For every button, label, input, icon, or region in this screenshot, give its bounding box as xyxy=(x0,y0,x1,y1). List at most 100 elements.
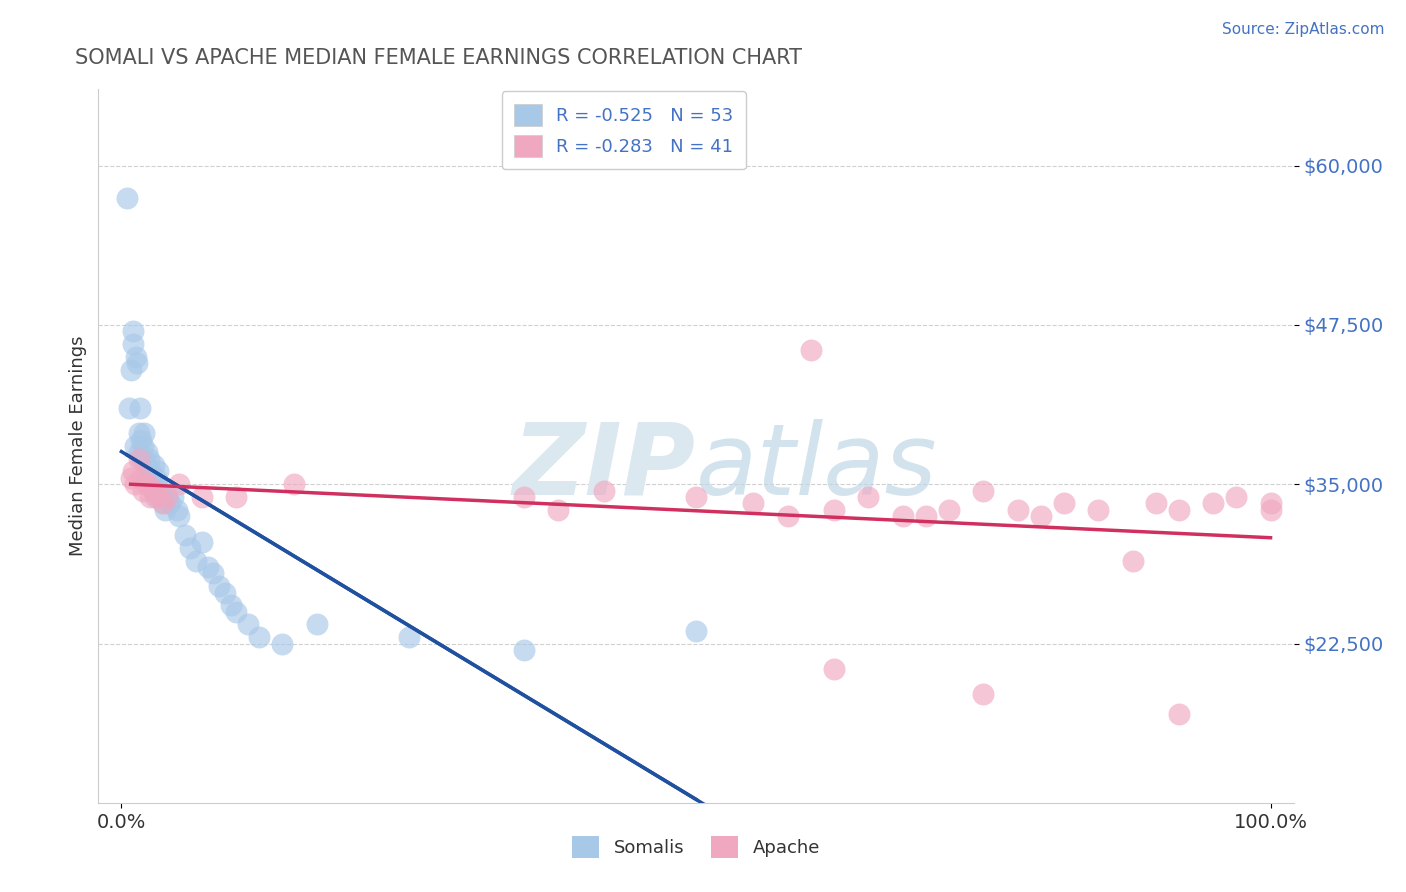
Point xyxy=(124,439,146,453)
Point xyxy=(136,477,159,491)
Point xyxy=(153,502,176,516)
Point xyxy=(128,426,150,441)
Point xyxy=(800,343,823,358)
Point xyxy=(120,471,142,485)
Point xyxy=(398,630,420,644)
Point xyxy=(236,617,259,632)
Point xyxy=(149,483,172,498)
Point xyxy=(127,356,149,370)
Point xyxy=(547,502,569,516)
Point xyxy=(197,560,219,574)
Point xyxy=(115,190,138,204)
Point xyxy=(129,471,152,485)
Point xyxy=(141,471,163,485)
Point xyxy=(124,477,146,491)
Point xyxy=(135,477,157,491)
Point xyxy=(858,490,880,504)
Point xyxy=(118,401,141,415)
Point xyxy=(1260,496,1282,510)
Point xyxy=(179,541,201,555)
Point xyxy=(173,528,195,542)
Point xyxy=(1260,502,1282,516)
Point xyxy=(166,502,188,516)
Point xyxy=(1225,490,1247,504)
Point xyxy=(593,483,616,498)
Point xyxy=(122,465,145,479)
Point xyxy=(972,483,994,498)
Point xyxy=(776,509,799,524)
Point xyxy=(134,451,156,466)
Point xyxy=(914,509,936,524)
Point xyxy=(184,554,207,568)
Point xyxy=(141,477,163,491)
Point xyxy=(283,477,305,491)
Text: SOMALI VS APACHE MEDIAN FEMALE EARNINGS CORRELATION CHART: SOMALI VS APACHE MEDIAN FEMALE EARNINGS … xyxy=(75,48,801,68)
Point xyxy=(225,605,247,619)
Point xyxy=(208,579,231,593)
Point xyxy=(247,630,270,644)
Point xyxy=(225,490,247,504)
Point xyxy=(742,496,765,510)
Point xyxy=(128,451,150,466)
Point xyxy=(128,445,150,459)
Point xyxy=(305,617,328,632)
Point xyxy=(132,483,155,498)
Point xyxy=(128,401,150,415)
Point xyxy=(1122,554,1144,568)
Point xyxy=(162,490,184,504)
Point xyxy=(142,483,165,498)
Point xyxy=(122,337,145,351)
Point xyxy=(202,566,225,581)
Point xyxy=(129,433,152,447)
Text: ZIP: ZIP xyxy=(513,419,696,516)
Point xyxy=(139,465,162,479)
Point xyxy=(1029,509,1052,524)
Point xyxy=(891,509,914,524)
Point xyxy=(125,350,148,364)
Point xyxy=(1007,502,1029,516)
Point xyxy=(1202,496,1225,510)
Point xyxy=(685,490,707,504)
Y-axis label: Median Female Earnings: Median Female Earnings xyxy=(69,335,87,557)
Point xyxy=(938,502,960,516)
Point xyxy=(167,509,190,524)
Point xyxy=(1167,502,1189,516)
Point xyxy=(214,585,236,599)
Point xyxy=(167,477,190,491)
Point xyxy=(823,662,845,676)
Point xyxy=(512,643,534,657)
Point xyxy=(219,599,242,613)
Text: Source: ZipAtlas.com: Source: ZipAtlas.com xyxy=(1222,22,1385,37)
Point xyxy=(134,426,156,441)
Point xyxy=(139,490,162,504)
Point xyxy=(1167,706,1189,721)
Point xyxy=(142,458,165,472)
Point xyxy=(148,490,170,504)
Point xyxy=(131,451,153,466)
Point xyxy=(122,324,145,338)
Point xyxy=(156,490,179,504)
Point xyxy=(1053,496,1076,510)
Point xyxy=(138,451,160,466)
Point xyxy=(143,490,166,504)
Point xyxy=(1087,502,1109,516)
Point xyxy=(148,465,170,479)
Point xyxy=(146,477,169,491)
Point xyxy=(271,636,294,650)
Point xyxy=(135,458,157,472)
Point xyxy=(145,471,167,485)
Point xyxy=(972,688,994,702)
Point xyxy=(120,362,142,376)
Legend: Somalis, Apache: Somalis, Apache xyxy=(565,829,827,865)
Point xyxy=(512,490,534,504)
Point xyxy=(152,496,174,510)
Point xyxy=(136,465,159,479)
Point xyxy=(823,502,845,516)
Text: atlas: atlas xyxy=(696,419,938,516)
Point xyxy=(156,490,179,504)
Point xyxy=(1144,496,1167,510)
Point xyxy=(159,496,181,510)
Point xyxy=(191,490,214,504)
Point xyxy=(152,496,174,510)
Point xyxy=(685,624,707,638)
